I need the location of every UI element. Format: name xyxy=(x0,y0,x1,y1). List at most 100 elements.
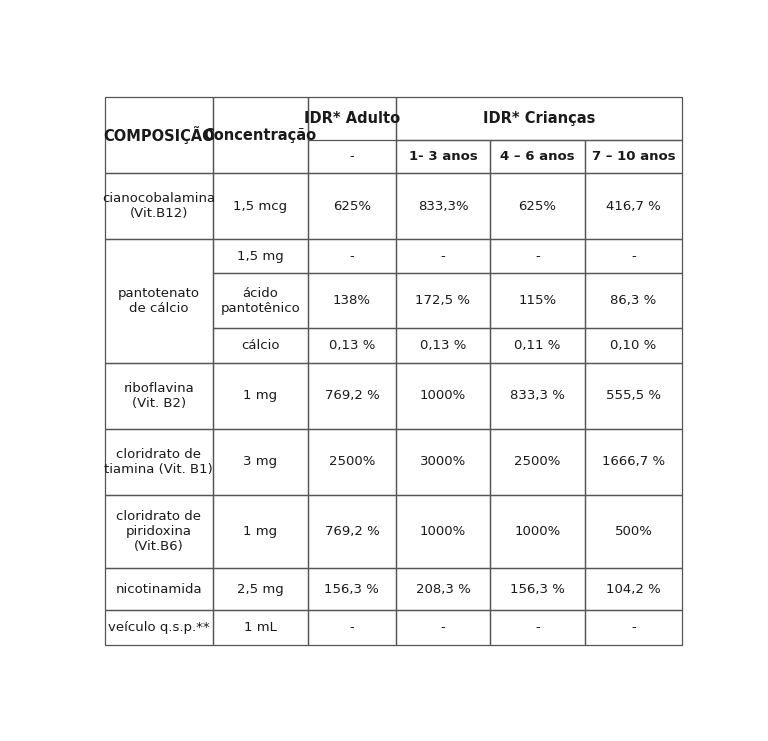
Text: 1- 3 anos: 1- 3 anos xyxy=(409,150,478,163)
Bar xyxy=(213,568,308,611)
Bar xyxy=(490,328,584,362)
Text: 833,3 %: 833,3 % xyxy=(510,389,564,402)
Text: 2,5 mg: 2,5 mg xyxy=(237,582,283,596)
Bar xyxy=(490,173,584,239)
Text: cianocobalamina
(Vit.B12): cianocobalamina (Vit.B12) xyxy=(102,192,215,220)
Bar xyxy=(213,611,308,645)
Text: 208,3 %: 208,3 % xyxy=(415,582,470,596)
Text: riboflavina
(Vit. B2): riboflavina (Vit. B2) xyxy=(124,382,194,410)
Bar xyxy=(396,173,490,239)
Text: 0,10 %: 0,10 % xyxy=(611,339,657,352)
Text: 0,11 %: 0,11 % xyxy=(514,339,561,352)
Bar xyxy=(308,495,396,568)
Text: 3000%: 3000% xyxy=(420,455,466,468)
Bar xyxy=(396,495,490,568)
Text: 833,3%: 833,3% xyxy=(418,200,468,213)
Text: -: - xyxy=(441,622,445,634)
Text: 1 mg: 1 mg xyxy=(243,389,277,402)
Text: 1000%: 1000% xyxy=(514,525,561,538)
Bar xyxy=(213,173,308,239)
Bar xyxy=(490,611,584,645)
Bar xyxy=(105,429,213,495)
Bar xyxy=(105,495,213,568)
Bar xyxy=(490,429,584,495)
Text: 1,5 mcg: 1,5 mcg xyxy=(233,200,287,213)
Bar xyxy=(490,495,584,568)
Bar xyxy=(308,362,396,429)
Bar xyxy=(213,328,308,362)
Bar xyxy=(308,328,396,362)
Text: pantotenato
de cálcio: pantotenato de cálcio xyxy=(118,287,200,315)
Text: -: - xyxy=(349,622,354,634)
Bar xyxy=(213,273,308,328)
Text: cálcio: cálcio xyxy=(241,339,280,352)
Text: 625%: 625% xyxy=(518,200,556,213)
Text: 115%: 115% xyxy=(518,294,556,307)
Bar xyxy=(105,239,213,362)
Text: 1000%: 1000% xyxy=(420,525,466,538)
Bar xyxy=(584,239,682,273)
Bar xyxy=(490,273,584,328)
Bar xyxy=(584,140,682,173)
Bar xyxy=(105,568,213,611)
Text: 0,13 %: 0,13 % xyxy=(420,339,466,352)
Text: -: - xyxy=(441,250,445,263)
Bar xyxy=(213,362,308,429)
Bar xyxy=(396,239,490,273)
Bar xyxy=(105,98,213,173)
Bar xyxy=(584,362,682,429)
Text: -: - xyxy=(349,150,354,163)
Bar xyxy=(308,429,396,495)
Bar xyxy=(584,611,682,645)
Text: ácido
pantotênico: ácido pantotênico xyxy=(220,287,300,314)
Text: COMPOSIÇÃO: COMPOSIÇÃO xyxy=(103,127,214,144)
Bar xyxy=(584,429,682,495)
Text: -: - xyxy=(535,250,540,263)
Bar xyxy=(584,495,682,568)
Bar xyxy=(213,239,308,273)
Text: 156,3 %: 156,3 % xyxy=(510,582,564,596)
Text: 1666,7 %: 1666,7 % xyxy=(602,455,665,468)
Bar xyxy=(490,362,584,429)
Text: 416,7 %: 416,7 % xyxy=(606,200,661,213)
Bar xyxy=(396,140,490,173)
Bar xyxy=(584,568,682,611)
Text: 769,2 %: 769,2 % xyxy=(325,525,379,538)
Bar xyxy=(213,495,308,568)
Bar xyxy=(396,568,490,611)
Bar xyxy=(490,239,584,273)
Bar xyxy=(105,611,213,645)
Text: 555,5 %: 555,5 % xyxy=(606,389,661,402)
Text: nicotinamida: nicotinamida xyxy=(115,582,202,596)
Text: -: - xyxy=(631,250,636,263)
Bar xyxy=(308,98,396,173)
Bar xyxy=(584,273,682,328)
Text: 1 mL: 1 mL xyxy=(243,622,276,634)
Bar xyxy=(213,98,308,173)
Text: 500%: 500% xyxy=(614,525,653,538)
Text: 625%: 625% xyxy=(333,200,371,213)
Bar xyxy=(308,273,396,328)
Bar xyxy=(396,429,490,495)
Text: -: - xyxy=(535,622,540,634)
Text: 156,3 %: 156,3 % xyxy=(324,582,379,596)
Bar xyxy=(105,173,213,239)
Text: 2500%: 2500% xyxy=(329,455,375,468)
Text: 769,2 %: 769,2 % xyxy=(325,389,379,402)
Text: 7 – 10 anos: 7 – 10 anos xyxy=(591,150,675,163)
Bar xyxy=(584,328,682,362)
Text: 0,13 %: 0,13 % xyxy=(329,339,375,352)
Bar xyxy=(308,239,396,273)
Text: veículo q.s.p.**: veículo q.s.p.** xyxy=(108,622,210,634)
Text: 138%: 138% xyxy=(333,294,371,307)
Bar xyxy=(396,611,490,645)
Text: 4 – 6 anos: 4 – 6 anos xyxy=(500,150,574,163)
Bar xyxy=(308,173,396,239)
Text: cloridrato de
piridoxina
(Vit.B6): cloridrato de piridoxina (Vit.B6) xyxy=(116,510,201,553)
Bar xyxy=(308,611,396,645)
Text: cloridrato de
tiamina (Vit. B1): cloridrato de tiamina (Vit. B1) xyxy=(104,448,214,476)
Text: 2500%: 2500% xyxy=(514,455,561,468)
Text: 3 mg: 3 mg xyxy=(243,455,277,468)
Text: 1 mg: 1 mg xyxy=(243,525,277,538)
Text: -: - xyxy=(631,622,636,634)
